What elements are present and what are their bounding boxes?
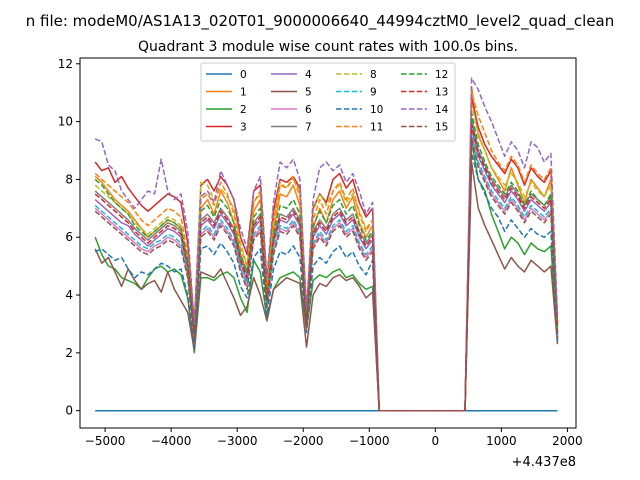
y-tick-label: 6	[65, 230, 73, 244]
series-line-14	[94, 77, 559, 412]
y-tick-label: 0	[65, 404, 73, 418]
y-tick-label: 8	[65, 172, 73, 186]
x-tick-label: 0	[432, 434, 440, 448]
x-tick-label: −4000	[151, 434, 192, 448]
legend-label-13: 13	[435, 87, 448, 99]
figure-suptitle: n file: modeM0/AS1A13_020T01_9000006640_…	[26, 12, 615, 31]
legend-label-14: 14	[435, 104, 449, 116]
legend-box	[200, 62, 456, 142]
legend-label-3: 3	[240, 122, 247, 134]
plot-frame	[79, 57, 577, 429]
y-tick-label: 4	[65, 288, 73, 302]
legend-label-10: 10	[370, 104, 383, 116]
legend-label-8: 8	[370, 69, 377, 81]
y-tick-label: 10	[58, 115, 73, 129]
series-line-4	[94, 126, 559, 412]
chart-title: Quadrant 3 module wise count rates with …	[138, 39, 518, 55]
y-tick-label: 12	[58, 57, 73, 71]
x-tick-label: 1000	[486, 434, 517, 448]
series-line-10	[94, 152, 559, 412]
series-line-6	[94, 135, 559, 412]
series-line-9	[94, 132, 559, 412]
x-tick-label: −2000	[283, 434, 324, 448]
y-tick-label: 2	[65, 346, 73, 360]
legend-label-12: 12	[435, 69, 448, 81]
series-line-12	[94, 112, 559, 412]
series-line-3	[94, 97, 559, 412]
legend-label-5: 5	[305, 87, 312, 99]
legend-label-0: 0	[240, 69, 247, 81]
x-tick-label: −3000	[217, 434, 258, 448]
x-offset-label: +4.437e8	[512, 455, 576, 470]
legend-label-1: 1	[240, 87, 247, 99]
legend-label-7: 7	[305, 122, 312, 134]
x-tick-label: −5000	[85, 434, 126, 448]
x-tick-label: 2000	[552, 434, 583, 448]
legend-label-2: 2	[240, 104, 247, 116]
y-axis: 0 2 4 6 8 10 12	[58, 57, 80, 418]
x-tick-label: −1000	[349, 434, 390, 448]
plot-lines	[94, 77, 559, 412]
legend-label-4: 4	[305, 69, 312, 81]
series-line-2	[94, 141, 559, 412]
series-line-7	[94, 117, 559, 412]
series-line-5	[94, 161, 559, 412]
series-line-11	[94, 91, 559, 412]
x-axis: −5000 −4000 −3000 −2000 −1000 0 1000 2000	[85, 428, 583, 448]
legend-label-6: 6	[305, 104, 312, 116]
series-line-13	[94, 123, 559, 412]
legend-label-15: 15	[435, 122, 448, 134]
series-line-8	[94, 103, 559, 412]
legend-label-11: 11	[370, 122, 383, 134]
legend-label-9: 9	[370, 87, 377, 99]
series-line-15	[94, 138, 559, 412]
